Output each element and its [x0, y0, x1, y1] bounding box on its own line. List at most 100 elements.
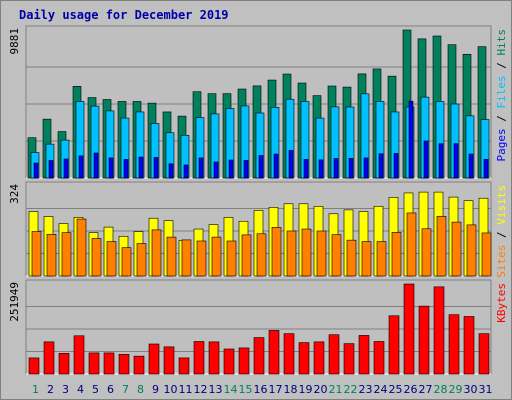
legend-entry-sites: Sites	[495, 245, 508, 278]
bar-pages-day-1	[33, 162, 39, 179]
bar-pages-day-13	[213, 161, 219, 179]
bar-pages-day-21	[333, 158, 339, 179]
day-label-27: 27	[419, 383, 433, 396]
bar-kbytes-day-5	[88, 352, 100, 375]
bar-pages-day-15	[243, 160, 249, 179]
bar-sites-day-11	[181, 239, 192, 277]
bar-kbytes-day-9	[148, 343, 160, 375]
day-labels: 1 2 3 4 5 6 7 8 9 10 11 12 13 14 15 16 17 18 19 20 21 22 23 24 2…	[32, 383, 493, 396]
bar-sites-day-26	[406, 212, 417, 277]
day-label-3: 3	[62, 383, 69, 396]
bar-pages-day-14	[228, 159, 234, 179]
bar-kbytes-day-8	[133, 355, 145, 375]
bar-kbytes-day-21	[328, 334, 340, 375]
bar-sites-day-10	[166, 236, 177, 277]
day-label-16: 16	[254, 383, 268, 396]
day-label-31: 31	[479, 383, 493, 396]
bar-pages-day-27	[423, 140, 429, 179]
panel-visits-sites: 324 Sites / Visits	[8, 181, 508, 278]
day-label-2: 2	[47, 383, 54, 396]
bar-sites-day-17	[271, 227, 282, 277]
day-label-10: 10	[164, 383, 178, 396]
bar-sites-day-16	[256, 233, 267, 277]
bar-pages-day-18	[288, 150, 294, 179]
series-kbytes	[28, 283, 490, 375]
bar-sites-day-18	[286, 230, 297, 277]
panel-hits-files-pages: 9881 Pages / Files / Hits	[8, 25, 508, 179]
bar-sites-day-9	[151, 229, 162, 277]
bar-kbytes-day-17	[268, 330, 280, 375]
bar-kbytes-day-2	[43, 341, 55, 375]
bar-pages-day-22	[348, 158, 354, 179]
day-label-14: 14	[224, 383, 238, 396]
bar-pages-day-30	[468, 153, 474, 179]
bar-pages-day-8	[138, 156, 144, 179]
bar-sites-day-7	[121, 247, 132, 277]
day-label-21: 21	[329, 383, 343, 396]
bar-sites-day-21	[331, 234, 342, 277]
bar-kbytes-day-11	[178, 357, 190, 375]
bar-kbytes-day-7	[118, 354, 130, 375]
bar-pages-day-23	[363, 157, 369, 179]
day-label-23: 23	[359, 383, 373, 396]
bar-pages-day-25	[393, 153, 399, 179]
day-label-25: 25	[389, 383, 403, 396]
bar-kbytes-day-10	[163, 346, 175, 375]
bar-sites-day-2	[46, 234, 57, 277]
legend-separator: /	[495, 225, 508, 245]
day-label-17: 17	[269, 383, 283, 396]
bar-kbytes-day-30	[463, 316, 475, 375]
bar-sites-day-30	[466, 224, 477, 277]
bar-sites-day-4	[76, 218, 87, 277]
day-label-18: 18	[284, 383, 298, 396]
bar-pages-day-29	[453, 143, 459, 179]
bar-pages-day-28	[438, 143, 444, 179]
bar-sites-day-31	[481, 232, 492, 277]
legend-separator: /	[495, 109, 508, 129]
bar-pages-day-12	[198, 157, 204, 179]
bar-kbytes-day-15	[238, 347, 250, 375]
day-label-7: 7	[122, 383, 129, 396]
bar-sites-day-29	[451, 221, 462, 277]
bar-sites-day-24	[376, 241, 387, 277]
bar-pages-day-6	[108, 157, 114, 179]
bar-pages-day-26	[408, 100, 414, 179]
legend-entry-hits: Hits	[495, 29, 508, 56]
legend-entry-kbytes: KBytes	[495, 283, 508, 323]
panel-legend: KBytes	[495, 283, 508, 323]
day-label-12: 12	[194, 383, 208, 396]
bar-pages-day-19	[303, 159, 309, 179]
bar-sites-day-5	[91, 238, 102, 277]
bar-kbytes-day-20	[313, 341, 325, 375]
series-pages	[33, 100, 489, 179]
bar-kbytes-day-13	[208, 341, 220, 375]
day-label-22: 22	[344, 383, 358, 396]
bar-kbytes-day-12	[193, 341, 205, 375]
bar-sites-day-1	[31, 231, 42, 277]
legend-entry-visits: Visits	[495, 185, 508, 225]
day-label-26: 26	[404, 383, 418, 396]
bar-kbytes-day-19	[298, 342, 310, 375]
bar-kbytes-day-18	[283, 333, 295, 375]
bar-pages-day-20	[318, 159, 324, 179]
bar-sites-day-8	[136, 243, 147, 277]
day-label-1: 1	[32, 383, 39, 396]
day-label-15: 15	[239, 383, 253, 396]
bar-pages-day-16	[258, 155, 264, 179]
day-label-13: 13	[209, 383, 223, 396]
bar-kbytes-day-25	[388, 315, 400, 375]
bar-pages-day-5	[93, 152, 99, 179]
day-label-29: 29	[449, 383, 463, 396]
panel-legend: Sites / Visits	[495, 185, 508, 278]
bar-kbytes-day-6	[103, 352, 115, 375]
bar-sites-day-25	[391, 232, 402, 277]
day-label-28: 28	[434, 383, 448, 396]
bar-kbytes-day-23	[358, 335, 370, 375]
bar-kbytes-day-4	[73, 335, 85, 375]
bar-kbytes-day-16	[253, 337, 265, 375]
bar-kbytes-day-14	[223, 348, 235, 375]
bar-pages-day-4	[78, 155, 84, 179]
bar-kbytes-day-26	[403, 283, 415, 375]
panel-legend: Pages / Files / Hits	[495, 29, 508, 162]
day-label-8: 8	[137, 383, 144, 396]
